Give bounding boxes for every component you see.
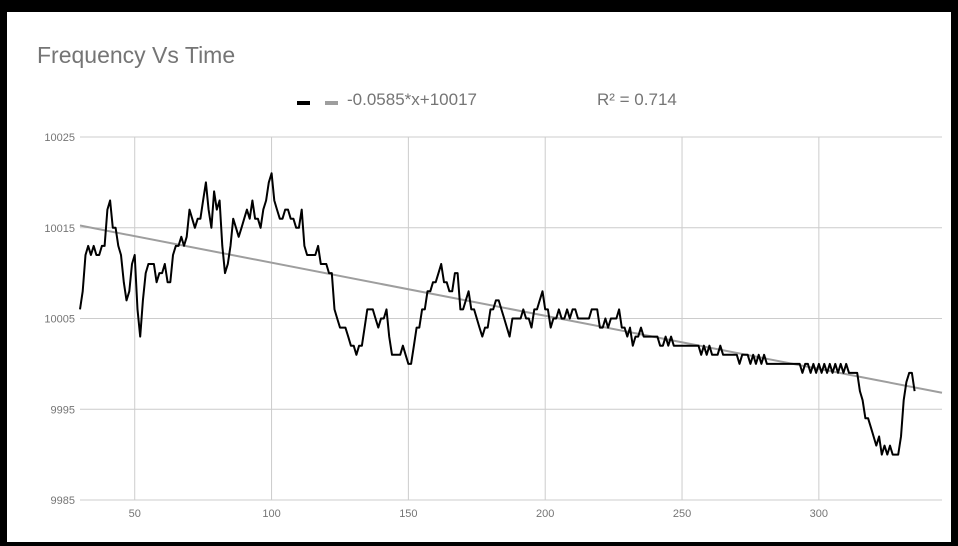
y-tick-label: 10025 (44, 132, 75, 144)
x-tick-label: 250 (673, 508, 691, 520)
legend-trendline-swatch (325, 101, 338, 105)
legend-series-swatch (297, 101, 310, 105)
legend-r2-label: R² = 0.714 (597, 90, 677, 109)
y-tick-label: 9995 (51, 404, 75, 416)
legend-trendline-label: -0.0585*x+10017 (347, 90, 477, 109)
x-tick-label: 100 (262, 508, 280, 520)
y-tick-label: 10015 (44, 223, 75, 235)
x-tick-label: 150 (399, 508, 417, 520)
series-line (79, 172, 916, 456)
chart-card: Frequency Vs Time -0.0585*x+10017 R² = 0… (7, 12, 951, 542)
x-tick-label: 200 (536, 508, 554, 520)
chart-title: Frequency Vs Time (37, 42, 236, 68)
x-tick-label: 50 (129, 508, 141, 520)
x-tick-label: 300 (810, 508, 828, 520)
chart-legend: -0.0585*x+10017 R² = 0.714 (7, 90, 951, 114)
y-tick-label: 10005 (44, 314, 75, 326)
plot-area: 9985 9995 10005 10015 10025 50 100 150 200 250 300 (44, 132, 943, 520)
y-tick-label: 9985 (51, 495, 75, 507)
